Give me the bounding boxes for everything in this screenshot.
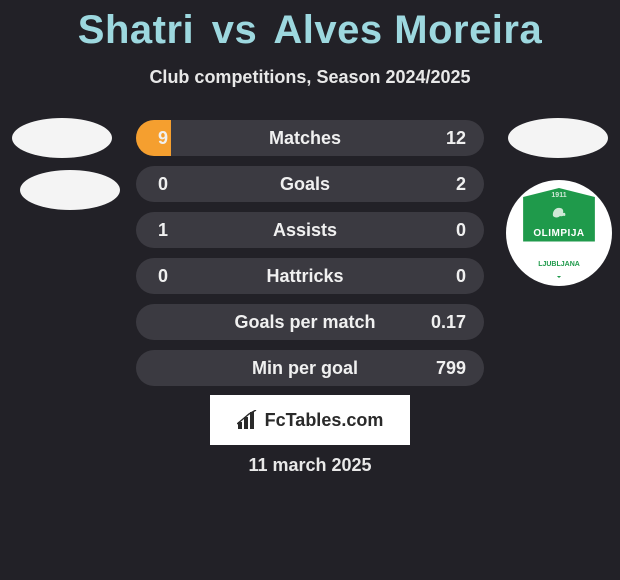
- stat-right-value: 2: [420, 174, 484, 195]
- vs-text: vs: [212, 8, 258, 52]
- page-title: Shatri vs Alves Moreira: [0, 0, 620, 53]
- dragon-icon: [549, 202, 569, 227]
- stat-row: 9Matches12: [136, 120, 484, 156]
- row-content: Min per goal799: [136, 350, 484, 386]
- player1-badge-2: [20, 170, 120, 210]
- stats-rows: 9Matches120Goals21Assists00Hattricks0Goa…: [136, 120, 484, 396]
- stat-left-value: 0: [136, 174, 190, 195]
- stat-right-value: 0.17: [420, 312, 484, 333]
- club-crest: 1911 OLIMPIJA LJUBLJANA: [506, 180, 612, 286]
- stat-left-value: 0: [136, 266, 190, 287]
- row-content: 9Matches12: [136, 120, 484, 156]
- stat-left-value: 9: [136, 128, 190, 149]
- stat-right-value: 799: [420, 358, 484, 379]
- row-content: 1Assists0: [136, 212, 484, 248]
- stat-row: 0Hattricks0: [136, 258, 484, 294]
- stat-label: Goals per match: [190, 312, 420, 333]
- stat-right-value: 0: [420, 220, 484, 241]
- crest-top-text: 1911: [520, 192, 598, 199]
- stat-label: Goals: [190, 174, 420, 195]
- stat-left-value: 1: [136, 220, 190, 241]
- bar-chart-icon: [237, 410, 259, 430]
- stat-label: Min per goal: [190, 358, 420, 379]
- crest-bottom-text: LJUBLJANA: [520, 261, 598, 268]
- stat-right-value: 12: [420, 128, 484, 149]
- player2-name: Alves Moreira: [273, 8, 542, 52]
- footer-brand-badge: FcTables.com: [210, 395, 410, 445]
- row-content: Goals per match0.17: [136, 304, 484, 340]
- player1-badge-1: [12, 118, 112, 158]
- row-content: 0Goals2: [136, 166, 484, 202]
- stat-row: Goals per match0.17: [136, 304, 484, 340]
- stat-row: 0Goals2: [136, 166, 484, 202]
- player1-name: Shatri: [78, 8, 194, 52]
- stat-right-value: 0: [420, 266, 484, 287]
- player2-badge-1: [508, 118, 608, 158]
- subtitle: Club competitions, Season 2024/2025: [0, 67, 620, 88]
- stat-row: 1Assists0: [136, 212, 484, 248]
- footer-brand-text: FcTables.com: [265, 410, 384, 431]
- date-text: 11 march 2025: [0, 455, 620, 476]
- stat-label: Matches: [190, 128, 420, 149]
- crest-mid-text: OLIMPIJA: [520, 228, 598, 239]
- row-content: 0Hattricks0: [136, 258, 484, 294]
- stat-row: Min per goal799: [136, 350, 484, 386]
- stat-label: Hattricks: [190, 266, 420, 287]
- stat-label: Assists: [190, 220, 420, 241]
